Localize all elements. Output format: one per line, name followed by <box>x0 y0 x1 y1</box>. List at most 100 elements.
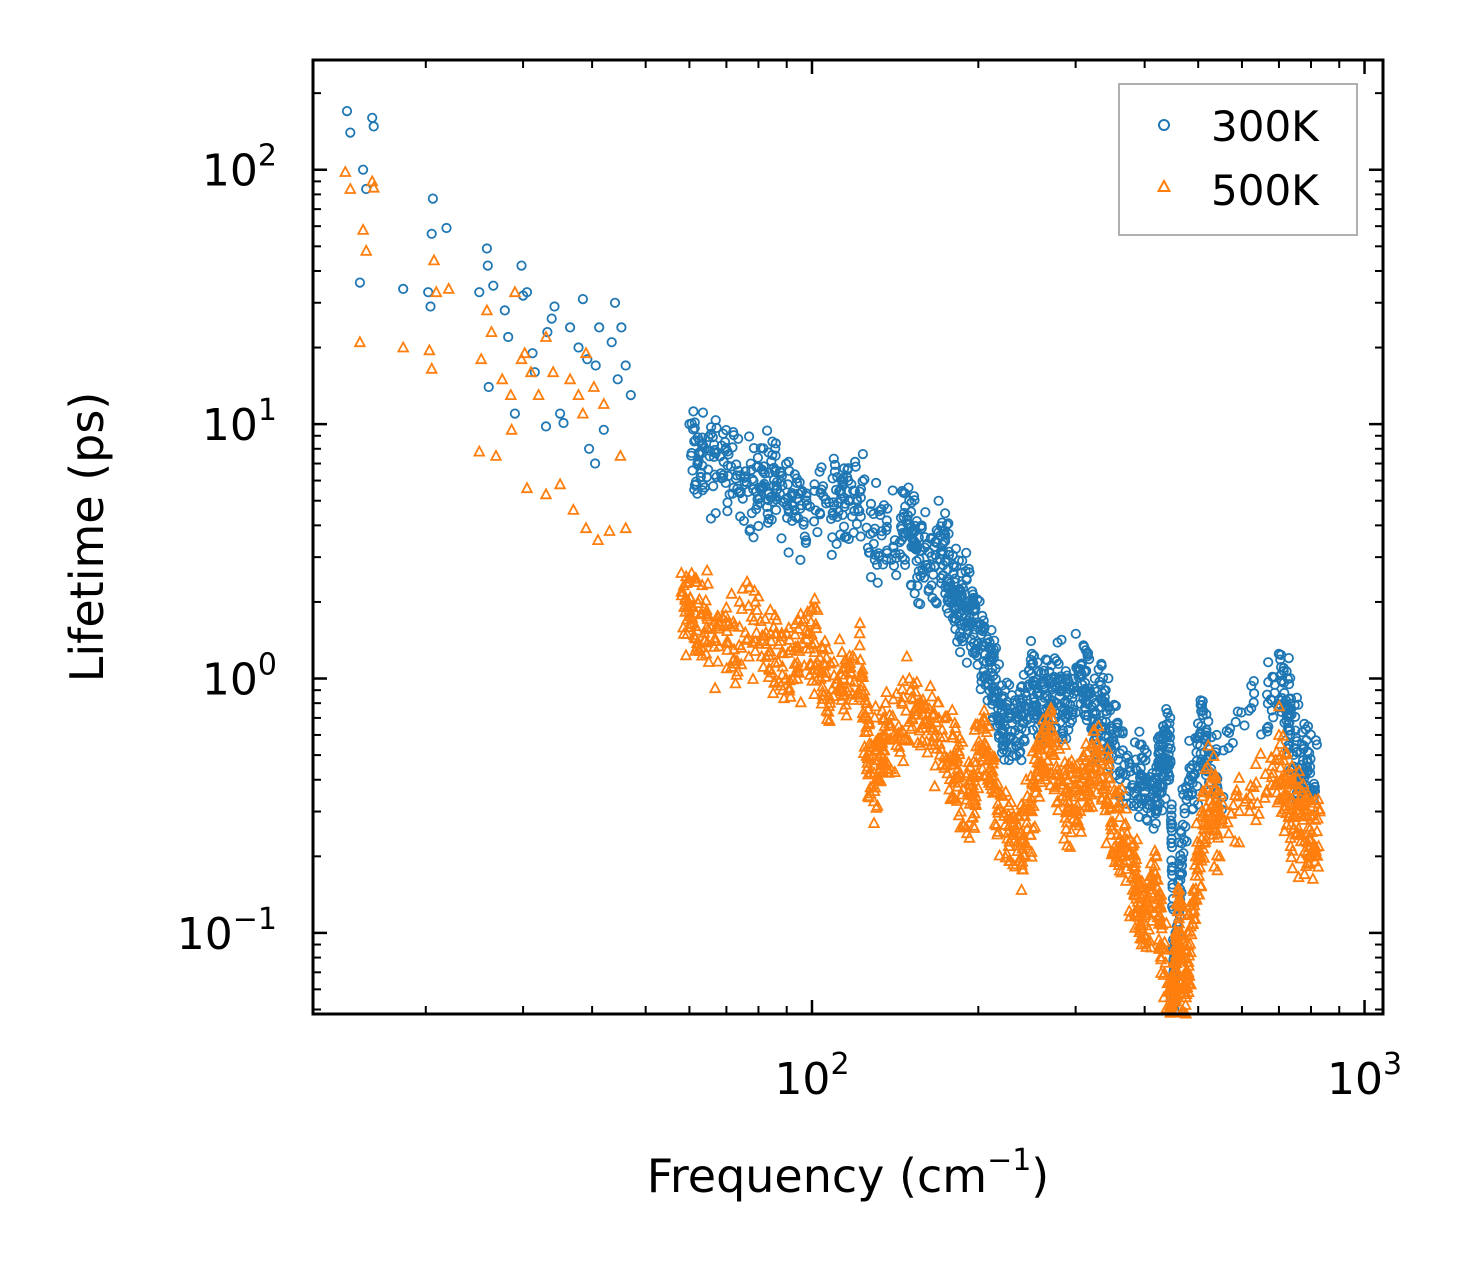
point-300k <box>1166 822 1177 833</box>
point-300k <box>1165 815 1177 826</box>
point-500k <box>964 774 978 786</box>
point-300k <box>939 508 951 519</box>
point-500k <box>1185 927 1198 940</box>
point-500k <box>999 850 1012 863</box>
point-300k <box>546 313 557 324</box>
point-300k <box>1178 848 1189 859</box>
point-500k <box>1140 903 1153 916</box>
point-500k <box>768 608 782 621</box>
point-300k <box>906 580 917 591</box>
point-500k <box>879 727 892 740</box>
point-300k <box>865 498 877 509</box>
point-300k <box>998 744 1009 755</box>
point-500k <box>1094 741 1107 754</box>
point-300k <box>950 543 962 554</box>
point-500k <box>1064 825 1078 838</box>
point-500k <box>1192 868 1206 881</box>
point-300k <box>1179 808 1190 819</box>
point-500k <box>1301 855 1314 868</box>
point-500k <box>861 759 875 772</box>
point-500k <box>906 692 920 705</box>
point-500k <box>886 708 899 721</box>
point-500k <box>1285 850 1298 862</box>
point-300k <box>1285 673 1296 684</box>
point-500k <box>1232 770 1246 783</box>
point-500k <box>1286 861 1299 874</box>
point-500k <box>853 626 866 639</box>
point-500k <box>1278 802 1291 815</box>
point-300k <box>354 277 365 288</box>
point-300k <box>770 450 781 461</box>
y-tick-label-base: 10 <box>202 655 258 706</box>
point-300k <box>722 506 733 517</box>
point-500k <box>1258 790 1272 803</box>
point-300k <box>577 293 589 305</box>
point-500k <box>356 222 370 235</box>
point-500k <box>1311 792 1325 805</box>
point-500k <box>921 745 934 758</box>
point-300k <box>1166 799 1177 810</box>
point-500k <box>699 593 713 606</box>
point-500k <box>756 628 769 641</box>
point-300k <box>1262 689 1273 700</box>
point-500k <box>1069 766 1083 779</box>
point-500k <box>1070 803 1084 816</box>
point-300k <box>1160 793 1171 804</box>
point-300k <box>425 301 436 312</box>
point-500k <box>1177 1005 1191 1018</box>
y-tick-label-base: 10 <box>177 909 233 960</box>
point-500k <box>1080 798 1093 811</box>
point-500k <box>1129 905 1143 918</box>
point-300k <box>922 562 933 574</box>
point-300k <box>911 555 922 567</box>
y-tick-label: 10−1 <box>177 902 277 960</box>
point-500k <box>1058 768 1072 781</box>
point-500k <box>951 751 964 764</box>
point-300k <box>1227 737 1238 749</box>
point-300k <box>838 463 850 474</box>
point-300k <box>1063 705 1074 716</box>
point-500k <box>701 622 715 634</box>
point-500k <box>966 810 980 822</box>
point-500k <box>953 731 967 744</box>
point-500k <box>1193 847 1207 860</box>
point-500k <box>928 779 941 792</box>
point-300k <box>1232 706 1243 717</box>
point-500k <box>1032 789 1046 802</box>
point-300k <box>1262 726 1273 737</box>
point-500k <box>553 477 567 490</box>
point-300k <box>849 456 861 467</box>
point-500k <box>801 604 814 617</box>
point-300k <box>969 624 980 635</box>
point-500k <box>711 654 725 667</box>
point-300k <box>694 435 705 446</box>
point-300k <box>1150 818 1161 829</box>
point-300k <box>897 485 908 497</box>
point-300k <box>926 580 937 591</box>
point-300k <box>961 547 972 558</box>
point-500k <box>896 696 909 709</box>
point-300k <box>1152 779 1163 791</box>
point-500k <box>907 676 920 689</box>
point-300k <box>357 164 369 175</box>
point-500k <box>518 346 531 359</box>
point-300k <box>609 297 621 308</box>
point-500k <box>1182 908 1195 921</box>
point-300k <box>999 720 1010 732</box>
point-500k <box>676 585 690 597</box>
point-300k <box>766 514 777 525</box>
point-500k <box>1103 800 1117 813</box>
point-500k <box>1053 774 1067 787</box>
point-500k <box>1051 803 1065 816</box>
point-300k <box>963 563 974 575</box>
point-300k <box>697 407 709 418</box>
point-300k <box>540 421 552 432</box>
point-500k <box>1172 911 1186 924</box>
point-300k <box>711 471 722 483</box>
point-500k <box>752 636 766 649</box>
point-300k <box>770 443 781 454</box>
point-500k <box>1191 862 1204 875</box>
point-300k <box>835 485 847 496</box>
point-300k <box>1105 721 1117 732</box>
